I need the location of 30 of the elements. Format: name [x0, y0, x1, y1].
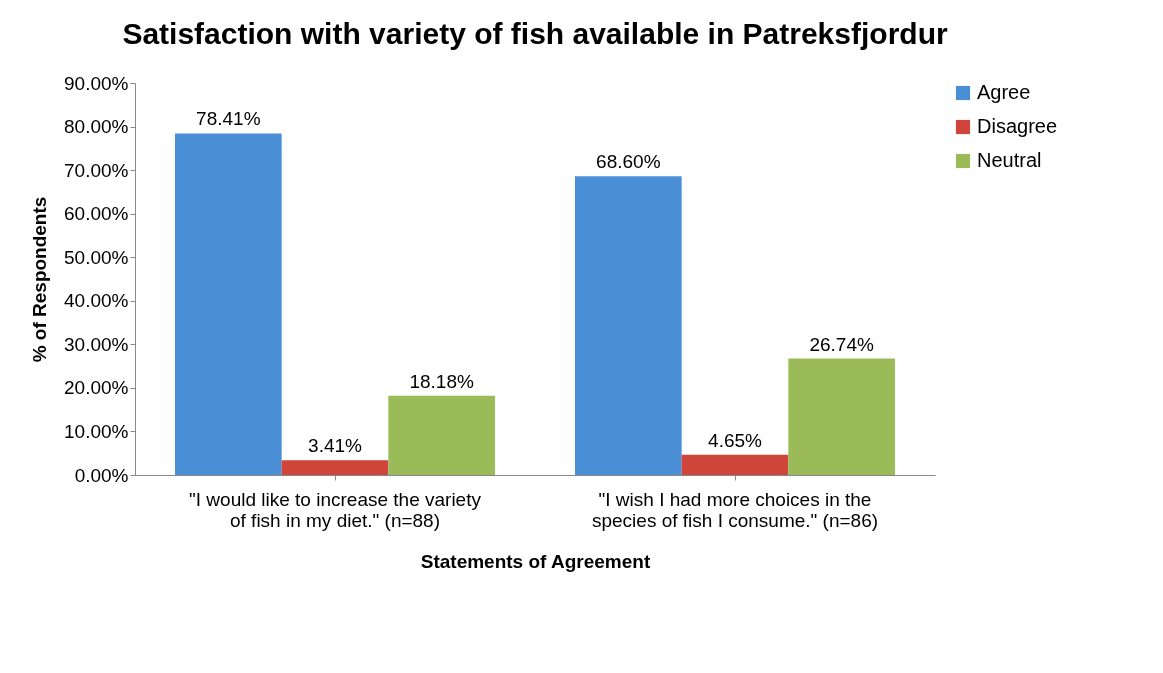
y-tick-label: 90.00%	[64, 72, 129, 94]
data-label: 18.18%	[409, 370, 474, 392]
chart-title: Satisfaction with variety of fish available in Patreksfjordur	[122, 17, 948, 50]
y-tick-label: 10.00%	[64, 420, 129, 442]
legend-label: Neutral	[977, 149, 1042, 171]
x-axis-title: Statements of Agreement	[420, 550, 651, 572]
bar	[575, 176, 682, 475]
y-tick-label: 50.00%	[64, 246, 129, 268]
y-tick-label: 70.00%	[64, 159, 129, 181]
y-tick-label: 60.00%	[64, 203, 129, 225]
bar	[681, 454, 789, 475]
x-tick-label: "I would like to increase the variety of fish in my diet." (n=88)	[189, 488, 482, 531]
y-axis-title: % of Respondents	[29, 196, 51, 363]
data-label: 78.41%	[196, 108, 261, 130]
bar	[388, 395, 495, 475]
y-tick-label: 80.00%	[64, 116, 129, 138]
data-label: 4.65%	[708, 429, 763, 451]
y-tick-label: 0.00%	[74, 464, 129, 486]
y-tick-label: 40.00%	[64, 290, 129, 312]
bar	[175, 133, 282, 475]
x-tick-label: "I wish I had more choices in the species of fish I consume." (n=86)	[591, 488, 879, 531]
legend-label: Agree	[977, 81, 1031, 103]
y-tick-label: 20.00%	[64, 377, 129, 399]
legend-label: Disagree	[977, 115, 1058, 137]
data-label: 26.74%	[809, 333, 874, 355]
data-label: 68.60%	[596, 151, 661, 173]
y-tick-label: 30.00%	[64, 333, 129, 355]
bar	[281, 460, 389, 475]
bar	[788, 358, 895, 475]
data-label: 3.41%	[308, 435, 363, 457]
